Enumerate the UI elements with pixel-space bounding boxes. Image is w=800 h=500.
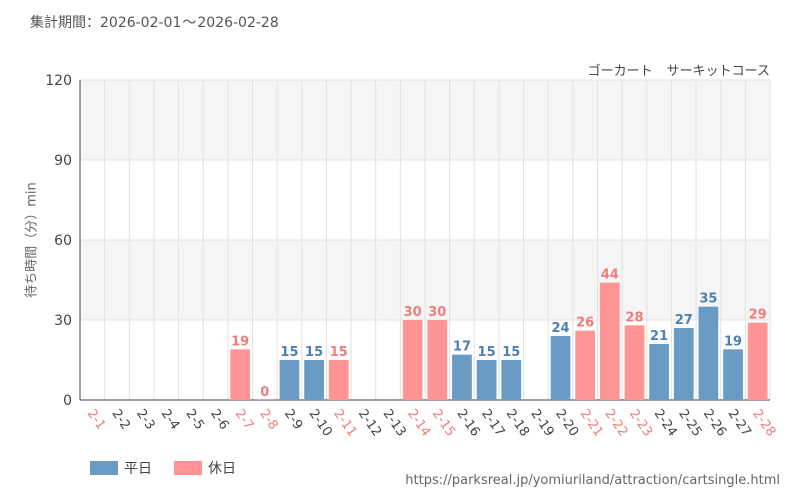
bar-value-label: 30 [404, 305, 422, 320]
bar-2-10 [304, 360, 324, 400]
bar-2-24 [649, 344, 669, 400]
x-tick-label: 2-27 [725, 407, 754, 440]
x-tick-label: 2-6 [207, 407, 231, 433]
period-end-date: 2026-02-28 [197, 15, 279, 31]
legend-label-holiday: 休日 [208, 461, 236, 477]
chart-title-attraction: ゴーカート [587, 64, 653, 79]
bar-value-label: 19 [724, 334, 742, 349]
x-tick-label: 2-19 [527, 407, 556, 440]
y-tick-label: 90 [54, 153, 72, 169]
bar-2-14 [402, 320, 423, 400]
bar-2-7 [230, 349, 251, 400]
x-tick-label: 2-21 [577, 407, 606, 440]
x-tick-label: 2-26 [700, 407, 729, 440]
chart-title: ゴーカート サーキットコース [588, 60, 770, 79]
x-tick-label: 2-12 [355, 407, 384, 440]
bar-2-16 [452, 354, 472, 400]
x-tick-label: 2-22 [601, 407, 630, 440]
bar-2-18 [501, 360, 522, 400]
x-tick-label: 2-1 [84, 407, 108, 433]
x-tick-label: 2-18 [503, 407, 532, 440]
bar-value-label: 17 [453, 340, 471, 355]
bar-value-label: 30 [428, 305, 446, 320]
period-start-date: 2026-02-01 [100, 15, 182, 31]
x-tick-label: 2-10 [306, 407, 335, 440]
bar-value-label: 0 [260, 385, 269, 400]
chart-legend: 平日 休日 [90, 458, 236, 478]
bar-2-9 [279, 360, 300, 400]
x-tick-label: 2-16 [453, 407, 482, 440]
bar-value-label: 15 [478, 345, 496, 360]
x-tick-label: 2-9 [281, 407, 305, 433]
legend-item-holiday: 休日 [174, 458, 236, 478]
bar-value-label: 15 [280, 345, 298, 360]
x-tick-label: 2-28 [749, 407, 778, 440]
x-tick-label: 2-11 [330, 407, 359, 440]
x-tick-label: 2-15 [429, 407, 458, 440]
x-tick-label: 2-14 [404, 407, 433, 440]
x-tick-label: 2-4 [158, 407, 182, 433]
bar-value-label: 35 [699, 292, 717, 307]
x-tick-label: 2-17 [478, 407, 507, 440]
bar-value-label: 29 [749, 308, 767, 323]
bar-2-22 [599, 282, 620, 400]
legend-label-weekday: 平日 [124, 461, 152, 477]
x-tick-label: 2-24 [651, 407, 680, 440]
bar-2-28 [747, 322, 768, 400]
bar-value-label: 21 [650, 329, 668, 344]
bar-2-26 [698, 306, 719, 400]
legend-swatch-weekday [90, 461, 118, 475]
bar-value-label: 44 [601, 268, 619, 283]
bar-2-20 [550, 336, 571, 400]
x-tick-label: 2-7 [232, 407, 256, 433]
bar-value-label: 24 [551, 321, 569, 336]
bar-value-label: 26 [576, 316, 594, 331]
bar-value-label: 19 [231, 334, 249, 349]
x-tick-label: 2-20 [552, 407, 581, 440]
bar-2-25 [673, 328, 694, 400]
period-colon: ： [86, 15, 100, 31]
legend-swatch-holiday [174, 461, 202, 475]
bar-value-label: 27 [675, 313, 693, 328]
y-tick-label: 60 [54, 233, 72, 249]
x-tick-label: 2-5 [182, 407, 206, 433]
bar-value-label: 15 [330, 345, 348, 360]
y-tick-label: 30 [54, 313, 72, 329]
bar-value-label: 28 [625, 310, 643, 325]
x-tick-label: 2-2 [108, 407, 132, 433]
x-tick-label: 2-8 [256, 407, 280, 433]
x-tick-label: 2-23 [626, 407, 655, 440]
x-tick-label: 2-13 [380, 407, 409, 440]
bar-value-label: 15 [305, 345, 323, 360]
source-url[interactable]: https://parksreal.jp/yomiuriland/attract… [405, 473, 780, 488]
bar-2-11 [328, 360, 349, 400]
legend-item-weekday: 平日 [90, 458, 152, 478]
bar-value-label: 15 [502, 345, 520, 360]
x-tick-label: 2-3 [133, 407, 157, 433]
bar-2-8 [254, 399, 275, 400]
bar-2-17 [476, 360, 497, 400]
bar-2-21 [575, 330, 596, 400]
bar-2-15 [427, 320, 448, 400]
y-tick-label: 0 [63, 393, 72, 409]
x-tick-label: 2-25 [675, 407, 704, 440]
bar-2-23 [624, 325, 645, 400]
bar-2-27 [723, 349, 743, 400]
period-tilde: ～ [182, 15, 197, 31]
y-tick-label: 120 [45, 73, 72, 89]
aggregation-period: 集計期間：2026-02-01～2026-02-28 [30, 12, 279, 32]
chart-title-course: サーキットコース [666, 64, 770, 79]
period-label: 集計期間 [30, 15, 86, 31]
